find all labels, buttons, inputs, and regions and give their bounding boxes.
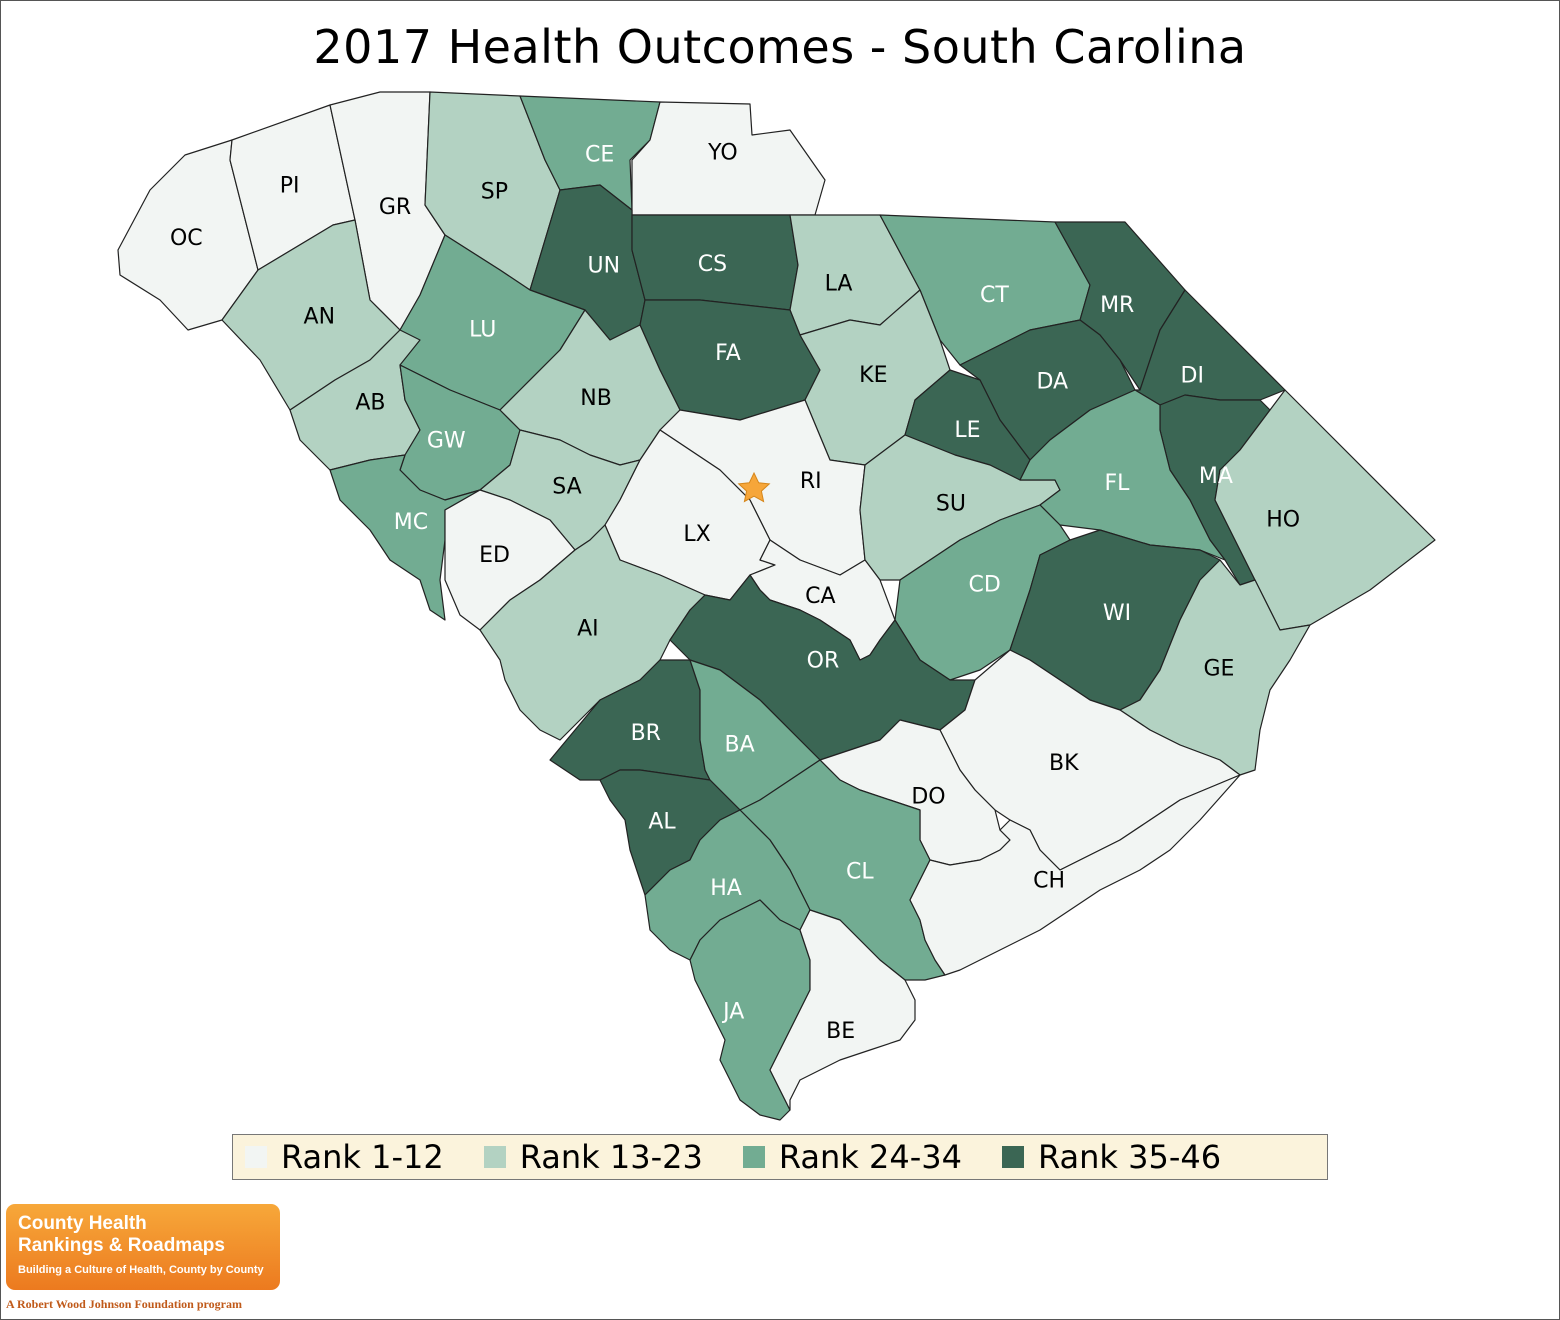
county-ho[interactable] xyxy=(1214,389,1436,631)
county-be[interactable] xyxy=(769,909,916,1111)
county-label-da: DA xyxy=(1036,370,1068,395)
county-label-ch: CH xyxy=(1033,868,1065,893)
county-label-cd: CD xyxy=(968,572,1000,597)
county-label-fa: FA xyxy=(715,341,741,366)
county-label-lx: LX xyxy=(683,522,710,547)
legend-item-rank-13-23: Rank 13-23 xyxy=(483,1138,703,1176)
county-label-di: DI xyxy=(1181,364,1204,389)
county-label-wi: WI xyxy=(1103,601,1131,626)
county-label-cl: CL xyxy=(846,860,874,885)
legend-swatch xyxy=(1001,1146,1024,1168)
county-label-mc: MC xyxy=(394,510,428,535)
capital-star-icon xyxy=(737,471,771,503)
legend-item-rank-35-46: Rank 35-46 xyxy=(1001,1138,1222,1176)
logo-tagline: Building a Culture of Health, County by … xyxy=(18,1264,264,1276)
rwjf-credit: A Robert Wood Johnson Foundation program xyxy=(6,1297,242,1311)
county-ch[interactable] xyxy=(909,774,1241,976)
county-label-lu: LU xyxy=(469,317,496,342)
legend-label: Rank 35-46 xyxy=(1037,1138,1222,1176)
legend-item-rank-24-34: Rank 24-34 xyxy=(742,1138,962,1176)
legend-swatch xyxy=(483,1146,506,1168)
map-title: 2017 Health Outcomes - South Carolina xyxy=(313,20,1247,74)
county-label-su: SU xyxy=(936,491,966,516)
map-legend: Rank 1-12 Rank 13-23 Rank 24-34 Rank 35-… xyxy=(232,1134,1328,1180)
counties-layer xyxy=(117,91,1436,1121)
county-label-nb: NB xyxy=(580,386,612,411)
county-label-gr: GR xyxy=(379,195,411,220)
county-label-ab: AB xyxy=(355,390,385,415)
county-label-ca: CA xyxy=(805,584,835,609)
county-label-ma: MA xyxy=(1199,464,1233,489)
county-label-or: OR xyxy=(807,648,840,673)
county-label-mr: MR xyxy=(1100,293,1134,318)
legend-label: Rank 13-23 xyxy=(519,1138,703,1176)
county-health-rankings-logo: County Health Rankings & Roadmaps Buildi… xyxy=(6,1204,280,1290)
county-label-la: LA xyxy=(825,271,853,296)
county-label-fl: FL xyxy=(1104,471,1130,496)
legend-swatch xyxy=(245,1146,267,1168)
legend-label: Rank 24-34 xyxy=(778,1138,962,1176)
county-label-un: UN xyxy=(587,254,620,279)
county-mr[interactable] xyxy=(1054,221,1186,391)
county-labels: OC PI GR SP CE YO UN CS LA CT MR AN LU FA KE DA DI AB GW NB… xyxy=(170,140,1300,1043)
county-label-an: AN xyxy=(304,305,336,330)
county-label-ha: HA xyxy=(710,876,742,901)
legend-swatch xyxy=(742,1146,765,1168)
legend-label: Rank 1-12 xyxy=(281,1138,444,1176)
county-label-ct: CT xyxy=(980,283,1009,308)
county-label-ai: AI xyxy=(577,617,599,642)
county-label-bk: BK xyxy=(1049,751,1079,776)
county-label-sp: SP xyxy=(481,179,508,204)
county-label-ge: GE xyxy=(1203,656,1234,681)
logo-line-1: County Health xyxy=(18,1213,147,1234)
county-label-ed: ED xyxy=(479,543,510,568)
county-yo[interactable] xyxy=(631,101,826,216)
county-label-ri: RI xyxy=(800,469,822,494)
county-label-ba: BA xyxy=(725,732,755,757)
county-label-al: AL xyxy=(648,809,676,834)
county-label-yo: YO xyxy=(707,140,738,165)
county-label-ce: CE xyxy=(585,142,614,167)
legend-item-rank-1-12: Rank 1-12 xyxy=(245,1138,444,1176)
county-label-gw: GW xyxy=(427,428,466,453)
county-label-ke: KE xyxy=(859,363,887,388)
county-label-br: BR xyxy=(631,721,661,746)
county-label-cs: CS xyxy=(698,252,727,277)
county-label-pi: PI xyxy=(280,174,300,199)
county-label-ho: HO xyxy=(1266,507,1300,532)
logo-line-2: Rankings & Roadmaps xyxy=(18,1235,225,1256)
county-label-do: DO xyxy=(911,784,945,809)
county-label-ja: JA xyxy=(721,1000,744,1025)
county-label-le: LE xyxy=(954,418,980,443)
county-label-oc: OC xyxy=(170,226,203,251)
county-label-sa: SA xyxy=(552,475,581,500)
county-label-be: BE xyxy=(826,1019,855,1044)
